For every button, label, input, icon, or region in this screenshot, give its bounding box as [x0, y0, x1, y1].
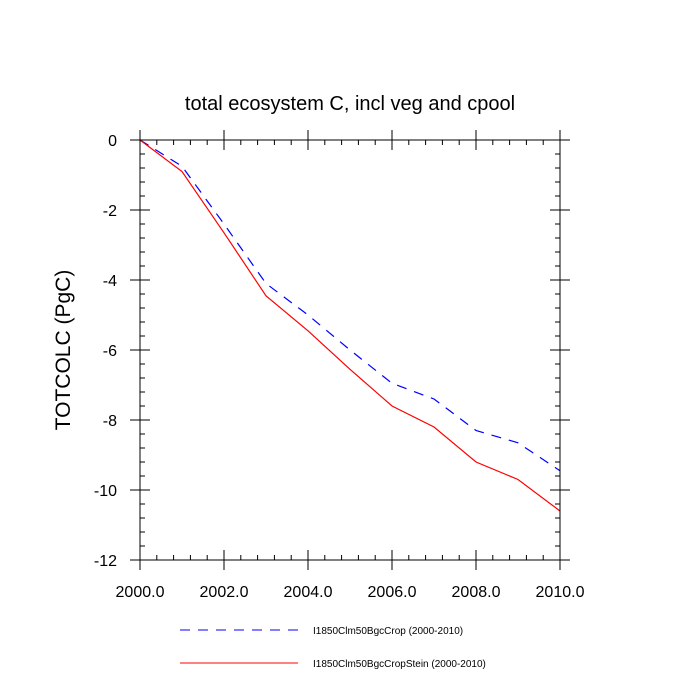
y-tick-label: -6 [103, 343, 117, 360]
y-tick-label: 0 [108, 133, 117, 150]
x-tick-label: 2000.0 [116, 584, 165, 601]
x-tick-labels: 2000.0 2002.0 2004.0 2006.0 2008.0 2010.0 [116, 584, 585, 601]
x-tick-label: 2008.0 [452, 584, 501, 601]
legend-label-1: I1850Clm50BgcCrop (2000-2010) [313, 626, 463, 637]
y-tick-label: -10 [94, 483, 117, 500]
series-line-1 [139, 139, 561, 472]
x-tick-label: 2006.0 [368, 584, 417, 601]
major-ticks [130, 130, 570, 570]
y-tick-label: -2 [103, 203, 117, 220]
x-tick-label: 2004.0 [284, 584, 333, 601]
plot-frame [139, 139, 561, 561]
series-lines [139, 139, 561, 512]
y-tick-label: -4 [103, 273, 117, 290]
legend-label-2: I1850Clm50BgcCropStein (2000-2010) [313, 659, 486, 670]
y-tick-label: -8 [103, 413, 117, 430]
chart-title: total ecosystem C, incl veg and cpool [185, 93, 515, 115]
y-axis-label: TOTCOLC (PgC) [52, 270, 75, 431]
series-line-2 [139, 139, 561, 512]
legend: I1850Clm50BgcCrop (2000-2010) I1850Clm50B… [180, 626, 486, 670]
y-tick-labels: 0 -2 -4 -6 -8 -10 -12 [94, 133, 117, 570]
x-tick-label: 2002.0 [200, 584, 249, 601]
y-tick-label: -12 [94, 553, 117, 570]
x-tick-label: 2010.0 [536, 584, 585, 601]
